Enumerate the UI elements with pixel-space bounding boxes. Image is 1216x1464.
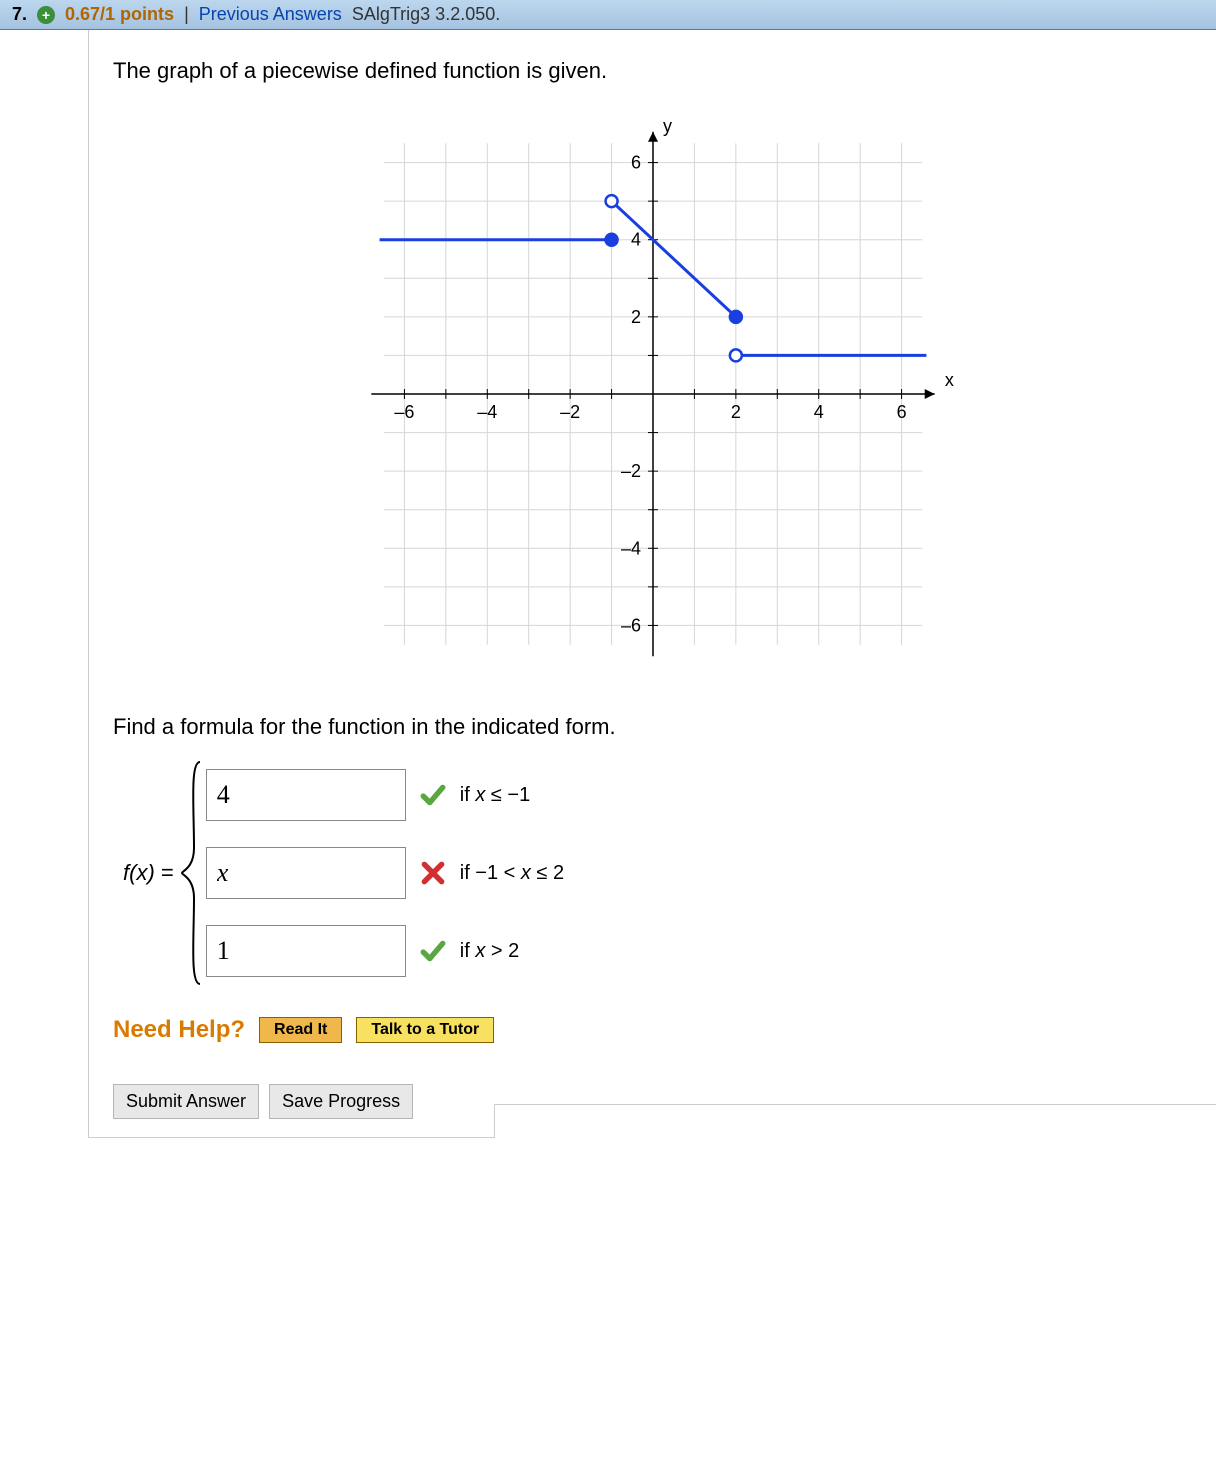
- svg-text:–6: –6: [394, 402, 414, 422]
- svg-text:2: 2: [730, 402, 740, 422]
- fx-label: f(x) =: [123, 860, 174, 886]
- svg-text:–2: –2: [560, 402, 580, 422]
- brace-icon: [180, 758, 206, 988]
- answer-input-1[interactable]: [206, 769, 406, 821]
- answer-rows: if x ≤ −1 if −1 < x ≤ 2 if x > 2: [206, 763, 564, 983]
- answer-input-3[interactable]: [206, 925, 406, 977]
- answer-row: if x > 2: [206, 925, 564, 977]
- piecewise-answer: f(x) = if x ≤ −1 if −1 < x ≤ 2 if x > 2: [123, 758, 1192, 988]
- answer-row: if −1 < x ≤ 2: [206, 847, 564, 899]
- expand-icon[interactable]: +: [37, 6, 55, 24]
- save-progress-button[interactable]: Save Progress: [269, 1084, 413, 1119]
- svg-text:–4: –4: [620, 538, 640, 558]
- svg-text:x: x: [944, 370, 953, 390]
- condition-text: if x > 2: [460, 940, 519, 963]
- svg-text:2: 2: [630, 307, 640, 327]
- svg-text:6: 6: [630, 153, 640, 173]
- panel-ridge: [494, 1104, 1216, 1138]
- svg-text:6: 6: [896, 402, 906, 422]
- read-it-button[interactable]: Read It: [259, 1017, 342, 1043]
- question-number: 7.: [12, 4, 27, 25]
- points-display: 0.67/1 points: [65, 4, 174, 25]
- condition-text: if −1 < x ≤ 2: [460, 862, 564, 885]
- instruction-text: Find a formula for the function in the i…: [113, 714, 1192, 740]
- svg-text:–6: –6: [620, 615, 640, 635]
- submit-answer-button[interactable]: Submit Answer: [113, 1084, 259, 1119]
- svg-text:–4: –4: [477, 402, 497, 422]
- previous-answers-link[interactable]: Previous Answers: [199, 4, 342, 25]
- condition-text: if x ≤ −1: [460, 784, 530, 807]
- question-content: The graph of a piecewise defined functio…: [88, 30, 1216, 1138]
- question-header: 7. + 0.67/1 points | Previous Answers SA…: [0, 0, 1216, 30]
- answer-row: if x ≤ −1: [206, 769, 564, 821]
- graph-container: –6 –4 –2 2 4 6 6 4 2 –2 –4 –6 x y: [113, 104, 1192, 684]
- help-row: Need Help? Read It Talk to a Tutor: [113, 1016, 1192, 1044]
- answer-input-2[interactable]: [206, 847, 406, 899]
- question-source: SAlgTrig3 3.2.050.: [352, 4, 500, 25]
- svg-text:4: 4: [813, 402, 823, 422]
- svg-text:y: y: [663, 116, 672, 136]
- need-help-label: Need Help?: [113, 1016, 245, 1044]
- svg-text:4: 4: [630, 230, 640, 250]
- check-icon: [420, 782, 446, 808]
- question-prompt: The graph of a piecewise defined functio…: [113, 58, 1192, 84]
- talk-to-tutor-button[interactable]: Talk to a Tutor: [356, 1017, 494, 1043]
- cross-icon: [420, 860, 446, 886]
- check-icon: [420, 938, 446, 964]
- svg-text:–2: –2: [620, 461, 640, 481]
- piecewise-graph: –6 –4 –2 2 4 6 6 4 2 –2 –4 –6 x y: [343, 104, 963, 684]
- divider: |: [184, 4, 189, 25]
